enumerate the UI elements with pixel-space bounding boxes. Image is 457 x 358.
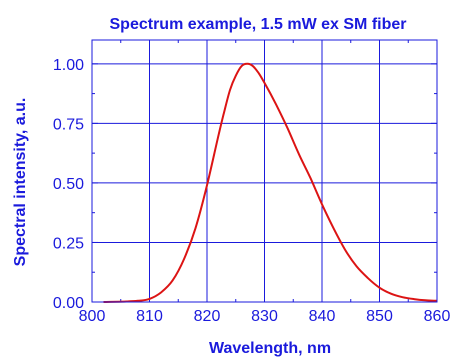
x-tick-label: 830 <box>251 308 278 325</box>
spectrum-curve <box>103 62 438 303</box>
x-tick-label: 800 <box>79 308 106 325</box>
y-tick-label: 0.75 <box>53 116 84 133</box>
x-tick-label: 840 <box>309 308 336 325</box>
x-tick-label: 860 <box>424 308 451 325</box>
x-tick-label: 820 <box>194 308 221 325</box>
y-tick-label: 1.00 <box>53 57 84 74</box>
chart-title: Spectrum example, 1.5 mW ex SM fiber <box>110 16 407 33</box>
y-tick-label: 0.50 <box>53 176 84 193</box>
y-tick-label: 0.00 <box>53 295 84 312</box>
grid-lines <box>92 40 437 302</box>
x-tick-label: 810 <box>136 308 163 325</box>
tick-labels: 800 810 820 830 840 850 860 0.00 0.25 0.50 0.75 1.0… <box>53 57 451 325</box>
y-tick-label: 0.25 <box>53 235 84 252</box>
y-axis-label: Spectral intensity, a.u. <box>12 98 29 267</box>
x-axis-label: Wavelength, nm <box>209 340 331 357</box>
plot-frame <box>91 39 438 303</box>
x-tick-label: 850 <box>366 308 393 325</box>
